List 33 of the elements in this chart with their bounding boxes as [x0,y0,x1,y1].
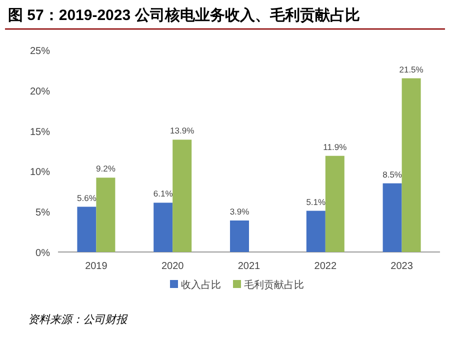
data-label: 11.9% [323,142,348,152]
y-tick-label: 5% [36,208,50,219]
y-tick-label: 15% [30,126,50,138]
data-label: 21.5% [399,64,424,74]
bar [382,183,402,252]
x-tick-label: 2023 [390,261,414,272]
y-tick-label: 25% [30,46,50,57]
data-label: 5.6% [77,192,97,203]
data-label: 13.9% [170,126,195,136]
data-label: 6.1% [153,188,174,199]
bar [230,220,249,252]
bar [77,206,96,252]
y-tick-label: 20% [30,86,50,98]
y-tick-label: 0% [36,248,50,259]
x-tick-label: 2019 [85,261,108,272]
bar [325,156,344,252]
legend-label: 毛利贡献占比 [244,279,304,291]
chart-title: 图 57：2019-2023 公司核电业务收入、毛利贡献占比 [8,7,360,24]
data-label: 3.9% [230,206,250,216]
bar [154,202,173,252]
legend-label: 收入占比 [181,279,221,291]
x-tick-label: 2020 [161,261,184,272]
x-tick-label: 2022 [314,261,337,272]
data-label: 9.2% [96,164,116,174]
bar [306,210,326,252]
data-label: 5.1% [306,196,326,207]
data-label: 8.5% [382,169,402,180]
y-tick-label: 10% [30,167,50,178]
bar [402,78,421,252]
text: 资料来源：公司财报 [28,313,128,326]
bar [96,178,116,252]
bar [172,140,192,252]
x-tick-label: 2021 [238,261,261,272]
